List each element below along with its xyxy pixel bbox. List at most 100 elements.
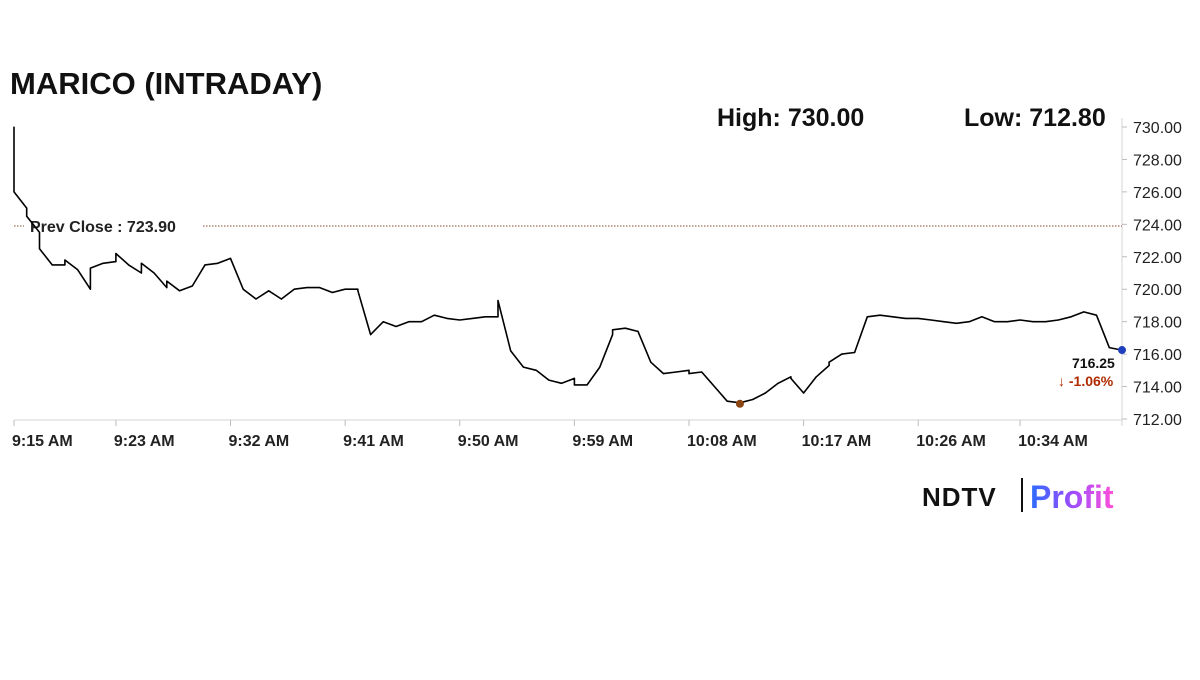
price-point [955,322,958,324]
price-point [662,373,665,375]
price-point [828,361,830,363]
price-point [370,334,372,336]
low-label: Low: 712.80 [964,104,1106,132]
price-point [395,325,397,328]
price-point [815,376,817,378]
price-point [803,392,805,394]
price-point [752,398,754,401]
price-point [77,269,79,271]
price-point [357,290,359,292]
price-point [701,371,703,373]
x-tick-label: 9:15 AM [12,433,73,450]
price-point [726,400,728,402]
price-point [459,319,461,321]
price-point [26,215,28,217]
price-point [968,321,970,323]
ndtv-profit-logo: NDTV Profit [922,478,1114,515]
price-point [1019,319,1021,321]
price-point [688,373,690,375]
x-tick-label: 9:59 AM [572,433,633,450]
price-point [943,321,945,323]
y-tick-label: 716.00 [1133,347,1182,364]
x-tick-label: 10:17 AM [802,433,872,450]
price-series-points [13,126,1123,404]
price-point [650,361,652,363]
price-point [217,262,219,264]
price-point [140,262,142,264]
price-point [179,290,181,292]
price-point [191,285,193,287]
y-tick-group: 712.00 714.00 716.00 718.00 720.00 722.00 724.… [1122,120,1182,429]
price-point [981,316,983,318]
price-point [357,288,359,290]
price-point [255,298,257,300]
price-point [841,353,843,355]
price-point [790,377,792,379]
price-point [854,351,856,354]
last-price-label: 716.25 [1072,355,1115,371]
y-tick-label: 714.00 [1133,380,1182,397]
price-point [306,287,308,289]
price-point [675,371,677,373]
price-point [573,377,576,379]
price-point [561,382,563,384]
price-point [612,329,614,331]
price-point [433,314,435,316]
price-point [917,317,919,319]
price-point [497,300,499,302]
y-tick-label: 724.00 [1133,217,1182,234]
price-point [994,321,996,323]
price-point [586,384,588,386]
price-point [319,287,321,289]
x-tick-label: 9:41 AM [343,433,404,450]
price-point [204,264,206,266]
chart-title: MARICO (INTRADAY) [10,66,322,101]
price-point [13,126,15,128]
y-tick-label: 720.00 [1133,282,1182,299]
price-point [13,191,15,193]
x-tick-label: 9:50 AM [458,433,519,450]
price-point [497,316,499,318]
last-price-marker [1118,346,1126,355]
price-point [573,384,576,386]
price-point [892,316,894,318]
high-label: High: 730.00 [717,104,864,132]
price-point [1006,321,1009,323]
price-point [382,321,384,323]
price-point [102,262,104,264]
x-tick-label: 9:23 AM [114,433,175,450]
price-point [280,298,282,300]
price-point [166,287,168,289]
price-point [790,376,792,378]
price-point [344,288,346,290]
price-point [140,272,142,274]
price-point [64,259,66,261]
price-point [777,382,779,384]
y-tick-label: 726.00 [1133,185,1182,202]
price-point [128,264,130,266]
price-point [1108,347,1110,349]
y-tick-label: 718.00 [1133,315,1182,332]
price-point [1032,321,1034,323]
price-point [115,261,117,263]
price-point [115,252,117,255]
y-tick-label: 722.00 [1133,250,1182,267]
price-point [38,231,41,233]
change-percent-label: ↓ -1.06% [1058,373,1114,389]
price-point [548,379,550,381]
price-point [1070,316,1072,318]
price-point [764,392,767,394]
price-point [242,288,244,290]
price-point [1095,314,1098,316]
price-point [331,291,333,294]
price-point [510,350,512,352]
price-point [1083,311,1085,313]
price-point [624,327,626,329]
price-point [38,248,41,250]
price-point [268,290,270,292]
price-point [713,386,716,388]
price-point [522,366,525,368]
y-tick-label: 730.00 [1133,120,1182,137]
